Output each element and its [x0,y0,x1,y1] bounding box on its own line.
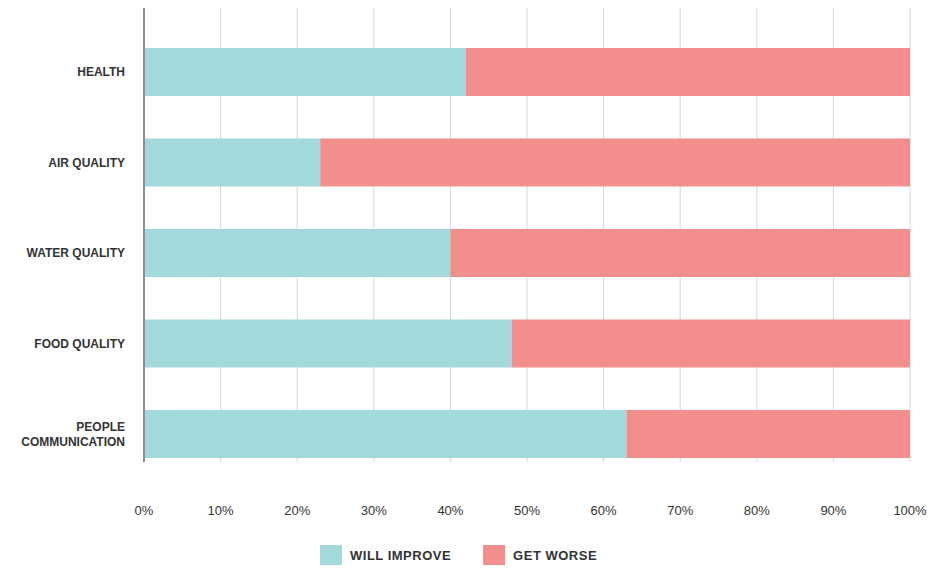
tick-label: 40% [437,503,463,518]
bar [144,48,466,96]
tick-label: 90% [820,503,846,518]
bars [144,48,910,458]
chart: 0% 10% 20% 30% 40% 50% 60% 70% 80% 90% 100% HEALTH A… [0,0,935,579]
legend-swatch [320,545,342,565]
tick-label: 60% [591,503,617,518]
tick-label: 80% [744,503,770,518]
tick-label: 100% [893,503,927,518]
tick-label: 30% [361,503,387,518]
category-label: HEALTH [77,65,125,79]
bar [450,229,910,277]
bar [320,139,910,187]
legend-label: WILL IMPROVE [350,548,451,563]
bar [466,48,910,96]
category-label: WATER QUALITY [27,246,125,260]
legend: WILL IMPROVE GET WORSE [320,545,597,565]
legend-swatch [483,545,505,565]
bar [627,410,910,458]
bar [144,139,320,187]
legend-label: GET WORSE [513,548,597,563]
tick-label: 0% [135,503,154,518]
category-label: PEOPLECOMMUNICATION [21,420,125,449]
bar [512,320,910,368]
axis-line [143,8,145,462]
tick-label: 10% [208,503,234,518]
tick-label: 20% [284,503,310,518]
bar [144,229,450,277]
category-label: FOOD QUALITY [34,337,125,351]
tick-label: 70% [667,503,693,518]
bar [144,410,627,458]
category-label: AIR QUALITY [48,156,125,170]
tick-label: 50% [514,503,540,518]
bar [144,320,512,368]
